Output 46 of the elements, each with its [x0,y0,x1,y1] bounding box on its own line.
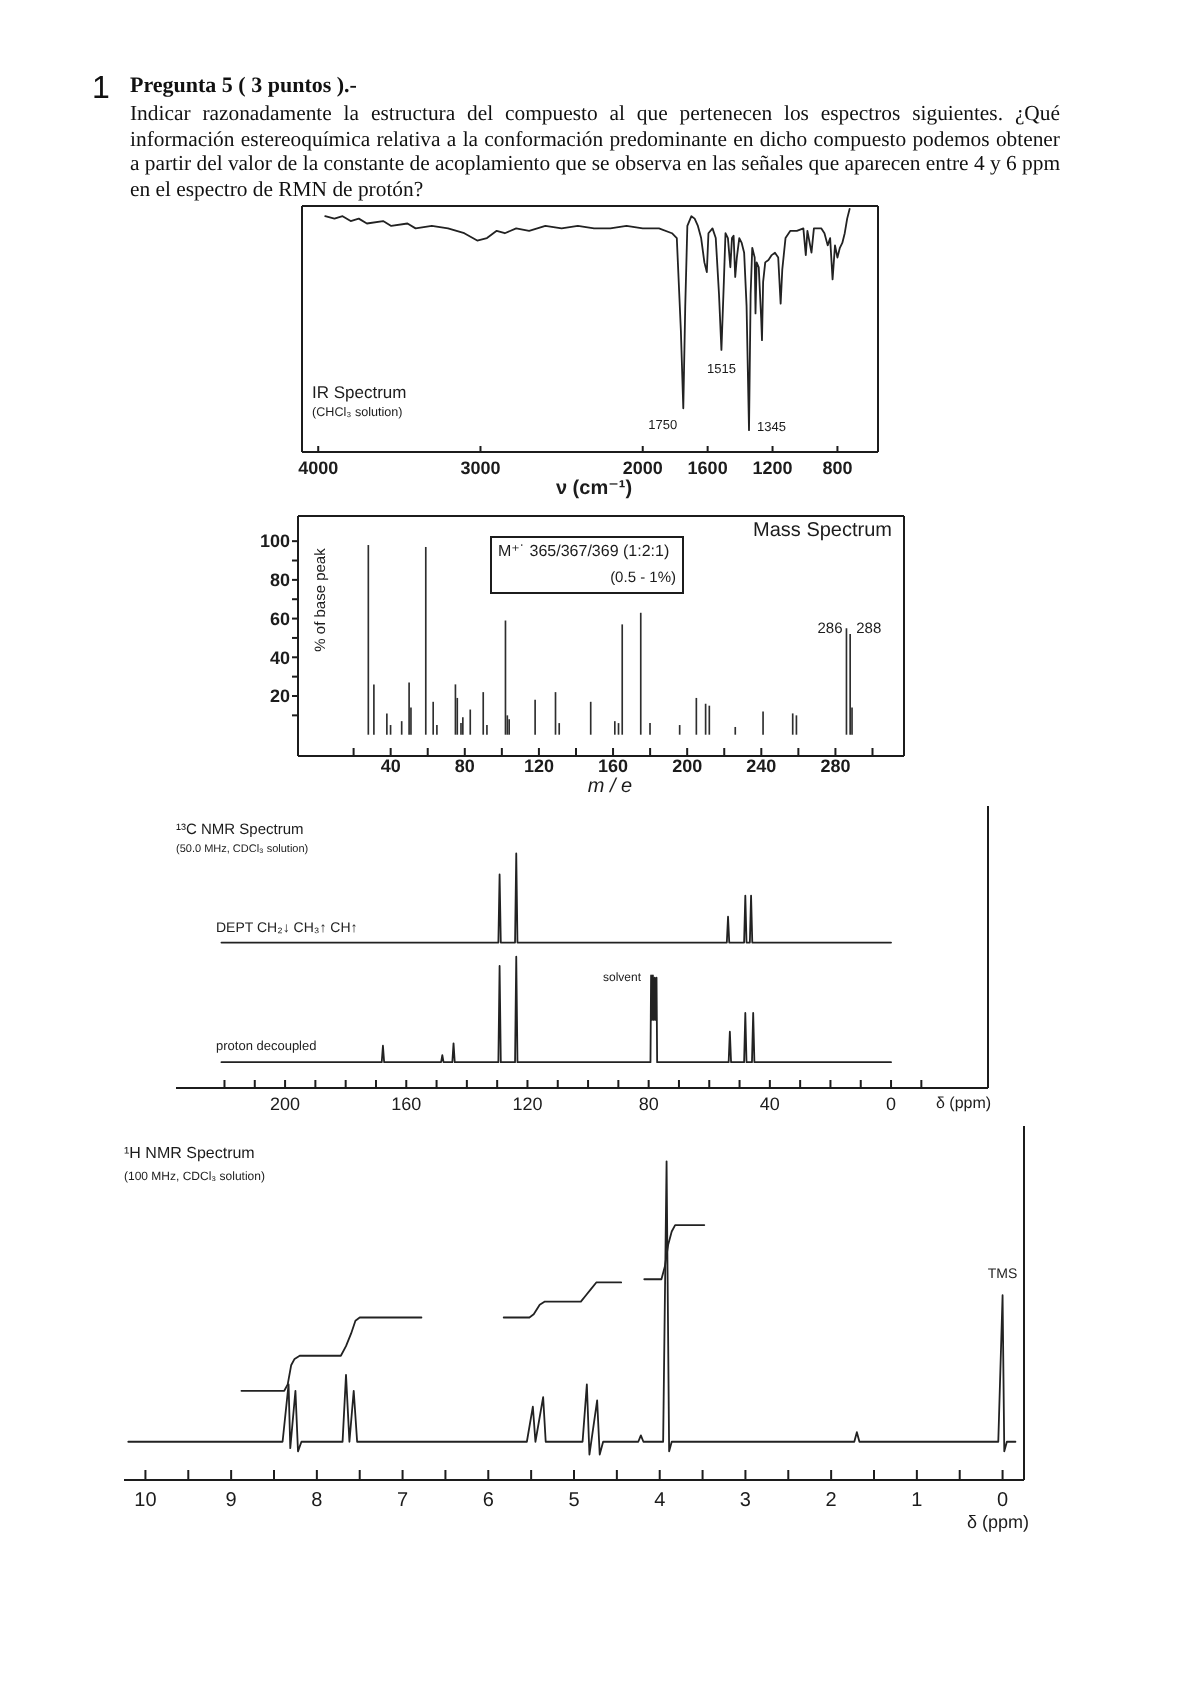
x-tick-label: 0 [886,1094,897,1115]
x-tick-label: 80 [454,756,475,777]
x-tick-label: 7 [397,1490,410,1512]
x-tick-label: 6 [482,1490,495,1512]
x-tick-label: 160 [391,1094,422,1115]
x-tick-label: 4 [654,1490,667,1512]
x-tick-label: 0 [997,1490,1010,1512]
x-tick-label: 200 [672,756,703,777]
x-tick-label: 1 [911,1490,924,1512]
text: 1 [92,72,110,106]
text: Indicar razonadamente la estructura del compuesto al que pertenecen los espectros siguientes. ¿Qué información estereoquímica relativa a la conformación predominante en dicho compuesto podemos obtener a partir del valor de la constante de acoplamiento que se observa en las señales que aparecen entre 4 y 6 ppm en el espectro de RMN de protón? [130,102,1061,204]
x-tick-label: 1600 [687,458,728,479]
y-tick-label: 60 [269,608,290,629]
x-axis-title: δ (ppm) [936,1094,992,1112]
y-tick-label: 20 [269,686,290,707]
x-tick-label: 80 [638,1094,659,1115]
x-tick-label: 9 [225,1490,238,1512]
x-tick-label: 160 [598,756,629,777]
x-tick-label: 800 [822,458,853,479]
x-tick-label: 280 [820,756,851,777]
y-tick-label: 80 [269,570,290,591]
x-tick-label: 10 [134,1490,158,1512]
y-tick-label: 40 [269,647,290,668]
x-axis-title: ν (cm⁻¹) [555,478,633,500]
x-tick-label: 40 [759,1094,780,1115]
text: IR Spectrum [312,382,407,402]
x-tick-label: 120 [523,756,554,777]
x-tick-label: 8 [311,1490,324,1512]
x-tick-label: 120 [512,1094,543,1115]
x-axis-title: m / e [587,776,633,798]
chart-title: ¹H NMR Spectrum [124,1144,255,1162]
x-tick-label: 3 [739,1490,752,1512]
x-tick-label: 40 [380,756,401,777]
x-tick-label: 1200 [752,458,793,479]
x-tick-label: 2 [825,1490,838,1512]
annotation: M⁺˙ 365/367/369 (1:2:1) [498,542,670,560]
chart-title: Mass Spectrum [753,520,892,542]
x-tick-label: 240 [746,756,777,777]
x-tick-label: 4000 [298,458,339,479]
x-axis-title: δ (ppm) [966,1512,1030,1532]
x-tick-label: 5 [568,1490,581,1512]
y-tick-label: 100 [259,531,290,552]
text: Pregunta 5 ( 3 puntos ).- [130,74,357,98]
x-tick-label: 3000 [460,458,501,479]
x-tick-label: 200 [270,1094,301,1115]
x-tick-label: 2000 [622,458,663,479]
